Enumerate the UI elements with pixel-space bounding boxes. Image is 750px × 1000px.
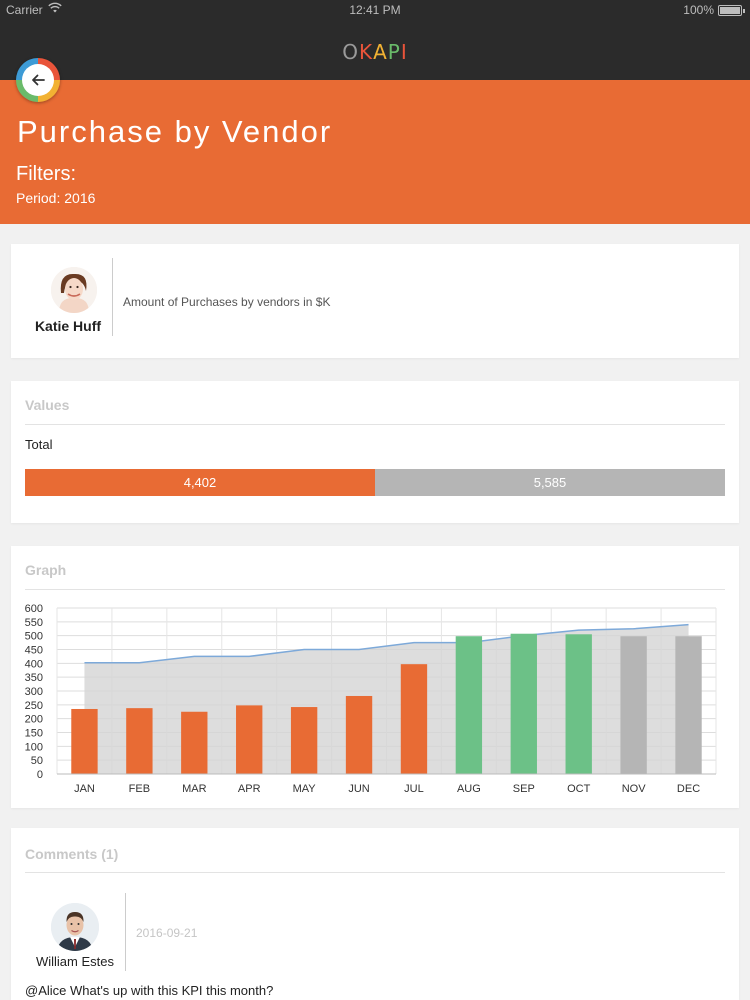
- total-progress-bar: 4,402 5,585: [25, 469, 725, 496]
- back-button[interactable]: [16, 58, 60, 102]
- y-tick-label: 550: [25, 617, 43, 629]
- bar: [620, 636, 647, 774]
- x-tick-label: SEP: [513, 783, 535, 795]
- y-tick-label: 450: [25, 645, 43, 657]
- bar: [345, 695, 373, 774]
- bar: [126, 708, 153, 774]
- bar: [181, 711, 208, 774]
- y-tick-label: 600: [25, 603, 43, 615]
- y-tick-label: 250: [25, 700, 43, 712]
- kpi-description: Amount of Purchases by vendors in $K: [123, 295, 331, 309]
- comment-text: @Alice What's up with this KPI this mont…: [25, 983, 274, 998]
- comment-date: 2016-09-21: [136, 926, 198, 940]
- bar: [565, 634, 592, 774]
- nav-bar: OKAPI: [0, 22, 750, 80]
- actual-value: 4,402: [183, 475, 217, 490]
- y-tick-label: 350: [25, 672, 43, 684]
- y-tick-label: 300: [25, 686, 43, 698]
- logo-letter: K: [358, 40, 374, 64]
- x-tick-label: JUL: [404, 783, 424, 795]
- x-tick-label: MAY: [293, 783, 317, 795]
- comments-title: Comments (1): [25, 846, 119, 862]
- values-title: Values: [25, 397, 70, 413]
- x-tick-label: MAR: [182, 783, 207, 795]
- progress-actual: [25, 469, 375, 496]
- divider: [25, 424, 725, 425]
- y-tick-label: 500: [25, 631, 43, 643]
- page-title: Purchase by Vendor: [17, 114, 333, 149]
- comments-card: Comments (1) William Estes 2016-09-21 @A…: [11, 828, 739, 1000]
- x-tick-label: JUN: [348, 783, 369, 795]
- y-tick-label: 200: [25, 714, 43, 726]
- x-tick-label: AUG: [457, 783, 481, 795]
- page-header: Purchase by Vendor Filters: Period: 2016: [0, 58, 750, 224]
- filters-heading: Filters:: [16, 163, 76, 185]
- y-tick-label: 50: [31, 755, 43, 767]
- divider: [125, 893, 126, 971]
- battery-icon: [718, 5, 745, 16]
- x-tick-label: APR: [238, 783, 261, 795]
- owner-avatar[interactable]: [51, 267, 97, 313]
- owner-name: Katie Huff: [34, 318, 102, 334]
- area-series: [84, 624, 689, 774]
- carrier-label: Carrier: [6, 3, 43, 17]
- values-card: Values Total 4,402 5,585: [11, 381, 739, 523]
- owner-card: Katie Huff Amount of Purchases by vendor…: [11, 244, 739, 358]
- y-tick-label: 150: [25, 728, 43, 740]
- commenter-avatar[interactable]: [51, 903, 99, 951]
- clock-label: 12:41 PM: [349, 3, 401, 17]
- logo-letter: I: [400, 40, 408, 64]
- area-series-line: [84, 623, 689, 664]
- graph-card: Graph 0 50 100 150 200 250 300 350 400 450 500 550 6…: [11, 546, 739, 808]
- y-tick-label: 100: [25, 741, 43, 753]
- total-label: Total: [25, 437, 53, 452]
- logo-letter: P: [387, 40, 401, 64]
- graph-title: Graph: [25, 562, 67, 578]
- bar: [675, 636, 702, 774]
- bar: [510, 633, 537, 774]
- divider: [25, 872, 725, 873]
- x-tick-label: JAN: [74, 783, 95, 795]
- y-tick-label: 400: [25, 658, 43, 670]
- bar: [400, 664, 428, 774]
- filter-period[interactable]: Period: 2016: [16, 190, 96, 206]
- remaining-value: 5,585: [533, 475, 567, 490]
- divider: [112, 258, 113, 336]
- back-arrow-icon: [22, 64, 54, 96]
- x-tick-label: FEB: [129, 783, 150, 795]
- divider: [25, 589, 725, 590]
- wifi-icon: [48, 2, 62, 17]
- battery-percent: 100%: [683, 3, 714, 17]
- logo-letter: O: [342, 40, 359, 64]
- logo-letter: A: [373, 40, 388, 64]
- y-tick-label: 0: [37, 769, 43, 781]
- bar: [236, 705, 263, 774]
- x-tick-label: DEC: [677, 783, 700, 795]
- bar: [290, 707, 318, 774]
- x-tick-label: OCT: [567, 783, 591, 795]
- commenter-name: William Estes: [35, 954, 114, 969]
- okapi-logo: OKAPI: [0, 40, 750, 64]
- status-bar: Carrier 12:41 PM 100%: [0, 0, 750, 22]
- x-tick-label: NOV: [622, 783, 647, 795]
- bar: [71, 708, 98, 774]
- bar: [455, 636, 483, 774]
